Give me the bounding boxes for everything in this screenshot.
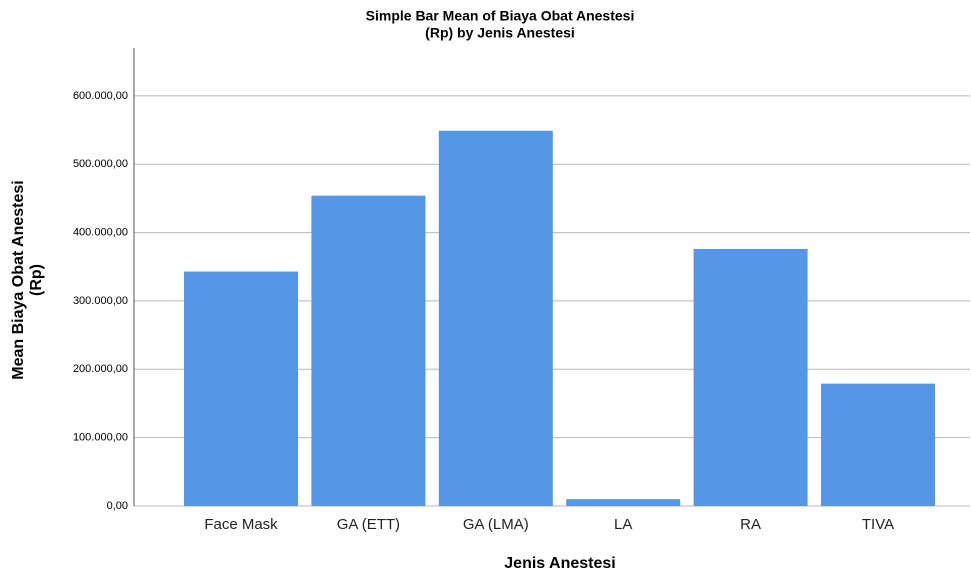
chart-title: Simple Bar Mean of Biaya Obat Anestesi bbox=[366, 8, 635, 24]
y-tick-label: 400.000,00 bbox=[73, 226, 128, 238]
bar bbox=[311, 195, 426, 506]
x-tick-label: RA bbox=[740, 516, 761, 533]
y-tick-label: 600.000,00 bbox=[73, 90, 128, 102]
x-axis-title: Jenis Anestesi bbox=[504, 555, 615, 572]
x-tick-label: LA bbox=[614, 516, 632, 533]
y-axis-title: Mean Biaya Obat Anestesi (Rp) bbox=[10, 180, 45, 379]
bar bbox=[438, 130, 553, 506]
y-axis-title-line: Mean Biaya Obat Anestesi bbox=[10, 180, 27, 379]
bar bbox=[184, 271, 298, 506]
bar bbox=[693, 248, 808, 506]
y-tick-label: 500.000,00 bbox=[73, 158, 128, 170]
y-tick-label: 300.000,00 bbox=[73, 295, 128, 307]
bar bbox=[566, 499, 681, 506]
x-tick-label: GA (ETT) bbox=[337, 516, 400, 533]
y-axis-title-line: (Rp) bbox=[28, 264, 45, 296]
chart-title: (Rp) by Jenis Anestesi bbox=[425, 25, 575, 41]
x-tick-label: GA (LMA) bbox=[463, 516, 529, 533]
bar bbox=[821, 383, 935, 506]
x-tick-label: TIVA bbox=[862, 516, 894, 533]
x-tick-label: Face Mask bbox=[204, 516, 278, 533]
y-tick-label: 200.000,00 bbox=[73, 363, 128, 375]
y-tick-label: 0,00 bbox=[107, 500, 128, 512]
y-tick-label: 100.000,00 bbox=[73, 432, 128, 444]
